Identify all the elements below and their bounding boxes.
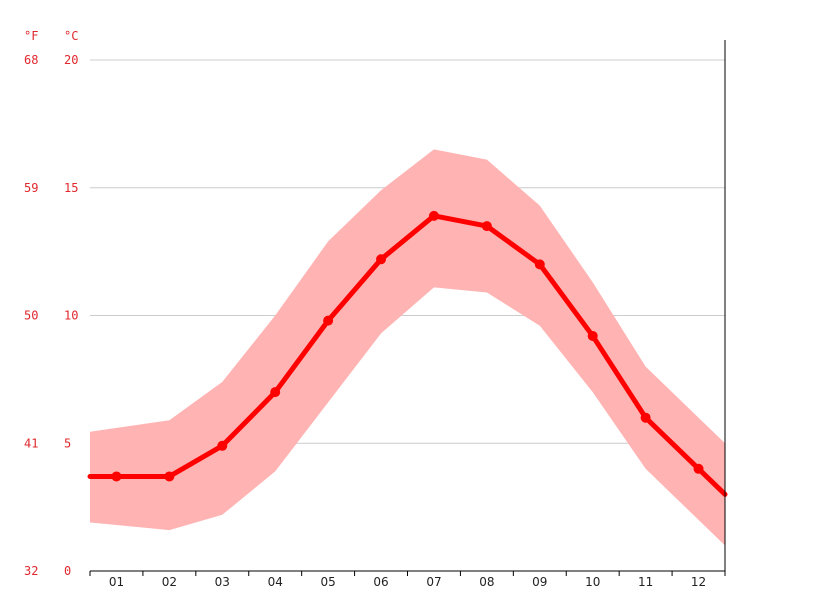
- x-tick-label: 06: [373, 575, 388, 589]
- data-point: [693, 463, 704, 474]
- y-tick-label-c: 0: [64, 564, 71, 578]
- data-point: [428, 210, 439, 221]
- x-tick-label: 05: [320, 575, 335, 589]
- x-tick-label: 02: [162, 575, 177, 589]
- x-tick-label: 11: [638, 575, 653, 589]
- x-tick-label: 03: [215, 575, 230, 589]
- y-tick-label-c: 20: [64, 53, 78, 67]
- mean-line: [87, 213, 728, 497]
- x-axis-labels: 01 02 03 04 05 06 07 08 09 10 11 12: [109, 575, 706, 589]
- unit-celsius: °C: [64, 29, 78, 43]
- data-point: [323, 315, 334, 326]
- x-tick-label: 12: [691, 575, 706, 589]
- data-point: [164, 471, 175, 482]
- temperature-range-band: [90, 149, 725, 546]
- data-point: [481, 221, 492, 232]
- x-tick-label: 01: [109, 575, 124, 589]
- x-tick-label: 07: [426, 575, 441, 589]
- axes: [89, 40, 726, 576]
- x-tick-label: 09: [532, 575, 547, 589]
- y-tick-label-c: 10: [64, 309, 78, 323]
- data-points: [111, 210, 704, 482]
- data-point: [640, 412, 651, 423]
- unit-fahrenheit: °F: [24, 29, 38, 43]
- x-tick-label: 10: [585, 575, 600, 589]
- y-tick-label-c: 15: [64, 181, 78, 195]
- data-point: [587, 330, 598, 341]
- data-point: [534, 259, 545, 270]
- data-point: [111, 471, 122, 482]
- data-point: [217, 440, 228, 451]
- x-tick-label: 04: [268, 575, 283, 589]
- y-tick-label-f: 59: [24, 181, 38, 195]
- y-tick-label-f: 68: [24, 53, 38, 67]
- y-axis-labels: 32 0 41 5 50 10 59 15 68 20: [24, 53, 78, 578]
- y-tick-label-f: 50: [24, 309, 38, 323]
- x-tick-label: 08: [479, 575, 494, 589]
- y-tick-label-c: 5: [64, 436, 71, 450]
- y-tick-label-f: 32: [24, 564, 38, 578]
- data-point: [376, 254, 387, 265]
- range-band-polygon: [90, 149, 725, 546]
- mean-temperature-line: [87, 213, 728, 497]
- y-tick-label-f: 41: [24, 436, 38, 450]
- data-point: [270, 387, 281, 398]
